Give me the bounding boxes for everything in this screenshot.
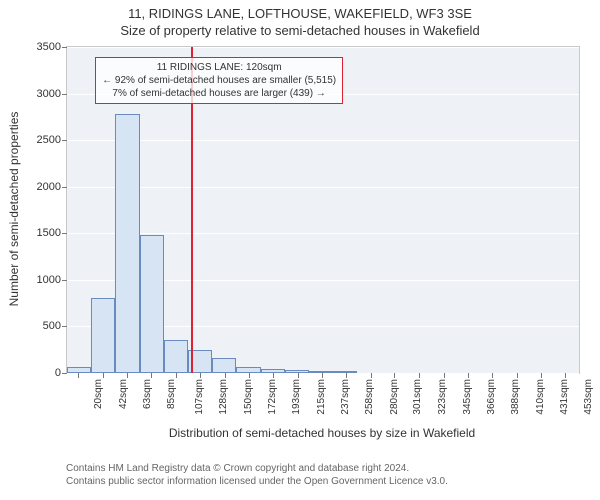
bar xyxy=(333,371,357,373)
x-tick: 128sqm xyxy=(218,379,229,415)
x-tick: 366sqm xyxy=(485,379,496,415)
x-tick: 345sqm xyxy=(462,379,473,415)
x-tick: 215sqm xyxy=(315,379,326,415)
x-tick: 258sqm xyxy=(364,379,375,415)
x-tick: 280sqm xyxy=(389,379,400,415)
y-tick: 2500 xyxy=(37,134,67,146)
y-tick: 3000 xyxy=(37,88,67,100)
figure-title: 11, RIDINGS LANE, LOFTHOUSE, WAKEFIELD, … xyxy=(0,6,600,21)
figure: 11, RIDINGS LANE, LOFTHOUSE, WAKEFIELD, … xyxy=(0,0,600,500)
y-tick: 3500 xyxy=(37,41,67,53)
x-tick: 431sqm xyxy=(559,379,570,415)
x-tick: 63sqm xyxy=(142,379,153,409)
x-tick: 453sqm xyxy=(583,379,594,415)
attribution: Contains HM Land Registry data © Crown c… xyxy=(66,462,448,488)
y-axis-label: Number of semi-detached properties xyxy=(7,112,21,307)
x-tick: 388sqm xyxy=(510,379,521,415)
y-tick: 2000 xyxy=(37,181,67,193)
annotation-line: 7% of semi-detached houses are larger (4… xyxy=(102,87,336,100)
x-tick: 20sqm xyxy=(93,379,104,409)
bar xyxy=(67,367,91,373)
bar xyxy=(212,358,236,373)
x-tick: 107sqm xyxy=(194,379,205,415)
x-tick: 410sqm xyxy=(535,379,546,415)
bar xyxy=(261,369,285,373)
x-tick: 150sqm xyxy=(242,379,253,415)
bar xyxy=(115,114,139,373)
x-tick: 42sqm xyxy=(118,379,129,409)
x-tick: 193sqm xyxy=(291,379,302,415)
annotation-line: 11 RIDINGS LANE: 120sqm xyxy=(102,61,336,74)
y-tick: 500 xyxy=(43,320,67,332)
y-tick: 1500 xyxy=(37,227,67,239)
y-tick: 0 xyxy=(55,367,67,379)
bar xyxy=(164,340,188,373)
bar xyxy=(309,371,333,373)
y-tick: 1000 xyxy=(37,274,67,286)
annotation-box: 11 RIDINGS LANE: 120sqm← 92% of semi-det… xyxy=(95,57,343,104)
x-tick: 172sqm xyxy=(267,379,278,415)
bar xyxy=(285,370,309,373)
attribution-line-1: Contains HM Land Registry data © Crown c… xyxy=(66,462,448,475)
bar xyxy=(236,367,260,373)
bar xyxy=(140,235,164,373)
x-axis-label: Distribution of semi-detached houses by … xyxy=(66,426,578,440)
x-tick: 237sqm xyxy=(340,379,351,415)
x-tick: 301sqm xyxy=(412,379,423,415)
bar xyxy=(91,298,115,373)
plot-area: 050010001500200025003000350020sqm42sqm63… xyxy=(66,46,580,374)
annotation-line: ← 92% of semi-detached houses are smalle… xyxy=(102,74,336,87)
x-tick: 85sqm xyxy=(166,379,177,409)
attribution-line-2: Contains public sector information licen… xyxy=(66,475,448,488)
x-tick: 323sqm xyxy=(437,379,448,415)
figure-subtitle: Size of property relative to semi-detach… xyxy=(0,23,600,38)
title-block: 11, RIDINGS LANE, LOFTHOUSE, WAKEFIELD, … xyxy=(0,0,600,38)
